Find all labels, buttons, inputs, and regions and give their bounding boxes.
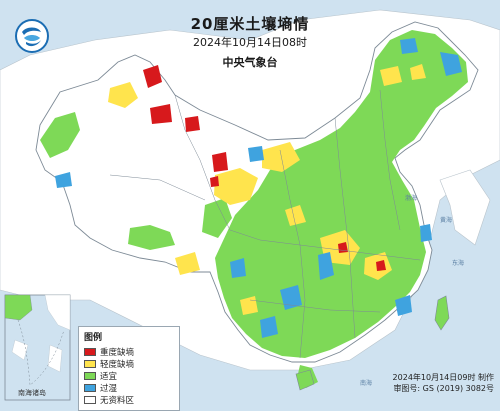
legend-label: 重度缺墒	[100, 348, 135, 358]
made-time: 2024年10月14日09时 制作	[392, 373, 494, 382]
legend-item-suitable: 适宜	[84, 370, 174, 382]
wet-zone	[55, 38, 462, 338]
legend-swatch	[84, 396, 96, 404]
legend-label: 轻度缺墒	[100, 360, 135, 370]
legend-swatch	[84, 372, 96, 380]
legend-item-light-dry: 轻度缺墒	[84, 358, 174, 370]
sea-label-yellow-sea: 黄海	[440, 216, 452, 224]
map-datetime: 2024年10月14日08时	[193, 36, 307, 49]
sea-label-south-sea: 南海	[360, 379, 372, 387]
sea-labels: 渤海 黄海 东海 南海	[360, 194, 464, 387]
legend-swatch	[84, 384, 96, 392]
sea-label-east-sea: 东海	[452, 259, 464, 267]
province-borders	[109, 89, 421, 359]
legend-item-no-data: 无资料区	[84, 394, 174, 406]
legend-label: 无资料区	[100, 396, 135, 406]
sea-label-bohai: 渤海	[405, 194, 417, 202]
south-china-sea-inset	[4, 294, 71, 401]
legend-label: 适宜	[100, 372, 118, 382]
severe-dry-zone	[143, 65, 386, 271]
legend-swatch	[84, 348, 96, 356]
islands	[295, 295, 450, 391]
legend-title: 图例	[84, 333, 103, 343]
legend-item-wet: 过湿	[84, 382, 174, 394]
map-title: 20厘米土壤墒情	[190, 15, 310, 33]
map-agency: 中央气象台	[222, 56, 278, 69]
cma-logo-icon	[15, 19, 49, 53]
legend-item-severe-dry: 重度缺墒	[84, 346, 174, 358]
legend-swatch	[84, 360, 96, 368]
inset-label: 南海诸岛	[18, 389, 46, 397]
approval-number: 审图号: GS (2019) 3082号	[393, 384, 494, 393]
footer: 2024年10月14日09时 制作 审图号: GS (2019) 3082号	[382, 372, 494, 394]
legend-label: 过湿	[100, 384, 118, 394]
legend: 图例 重度缺墒 轻度缺墒 适宜 过湿 无资料区	[78, 326, 180, 411]
